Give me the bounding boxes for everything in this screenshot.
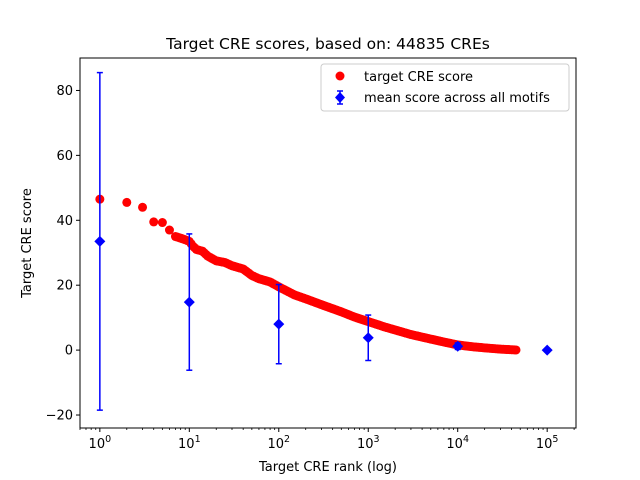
score-point [122, 197, 132, 207]
x-tick-exponent: 1 [195, 434, 201, 445]
legend-marker-circle [335, 71, 345, 81]
score-point [509, 345, 519, 355]
x-tick-label: 100 [89, 434, 112, 452]
y-tick-label: 20 [56, 279, 73, 294]
legend: target CRE score mean score across all m… [320, 63, 570, 112]
chart-title: Target CRE scores, based on: 44835 CREs [165, 35, 490, 53]
plot-area [94, 71, 553, 411]
x-tick-base: 10 [446, 437, 463, 452]
x-tick-label: 104 [446, 434, 469, 452]
score-point [164, 225, 174, 235]
y-tick-label: 60 [56, 149, 73, 164]
score-point [138, 202, 148, 212]
mean-point [94, 235, 106, 247]
y-axis: −20 0 20 40 60 80 [46, 84, 80, 424]
mean-point [183, 296, 195, 308]
x-tick-base: 10 [267, 437, 284, 452]
x-tick-base: 10 [178, 437, 195, 452]
y-tick-label: 40 [56, 214, 73, 229]
x-tick-label: 103 [357, 434, 380, 452]
score-point [157, 218, 167, 228]
y-tick-label: 0 [65, 344, 73, 359]
x-tick-label: 101 [178, 434, 201, 452]
x-tick-exponent: 5 [552, 434, 558, 445]
x-tick-base: 10 [536, 437, 553, 452]
x-tick-label: 105 [536, 434, 559, 452]
axes-frame [79, 57, 577, 429]
legend-label-mean-score: mean score across all motifs [364, 91, 550, 106]
legend-marker-diamond [335, 92, 345, 103]
mean-point [541, 344, 553, 356]
mean-point [273, 318, 285, 330]
x-tick-label: 102 [267, 434, 290, 452]
x-tick-base: 10 [89, 437, 106, 452]
legend-box [320, 63, 570, 112]
mean-point [362, 332, 374, 344]
legend-label-target-score: target CRE score [364, 70, 473, 85]
y-tick-label: 80 [56, 84, 73, 99]
x-axis: 100 101 102 103 104 105 [79, 428, 575, 452]
x-tick-exponent: 2 [284, 434, 290, 445]
y-tick-label: −20 [46, 409, 73, 424]
x-tick-exponent: 4 [463, 434, 469, 445]
y-axis-label: Target CRE score [20, 188, 35, 299]
x-tick-exponent: 0 [105, 434, 111, 445]
mean-point [452, 340, 464, 352]
x-axis-label: Target CRE rank (log) [258, 460, 397, 475]
x-tick-base: 10 [357, 437, 374, 452]
score-point [149, 217, 159, 227]
x-tick-exponent: 3 [373, 434, 379, 445]
